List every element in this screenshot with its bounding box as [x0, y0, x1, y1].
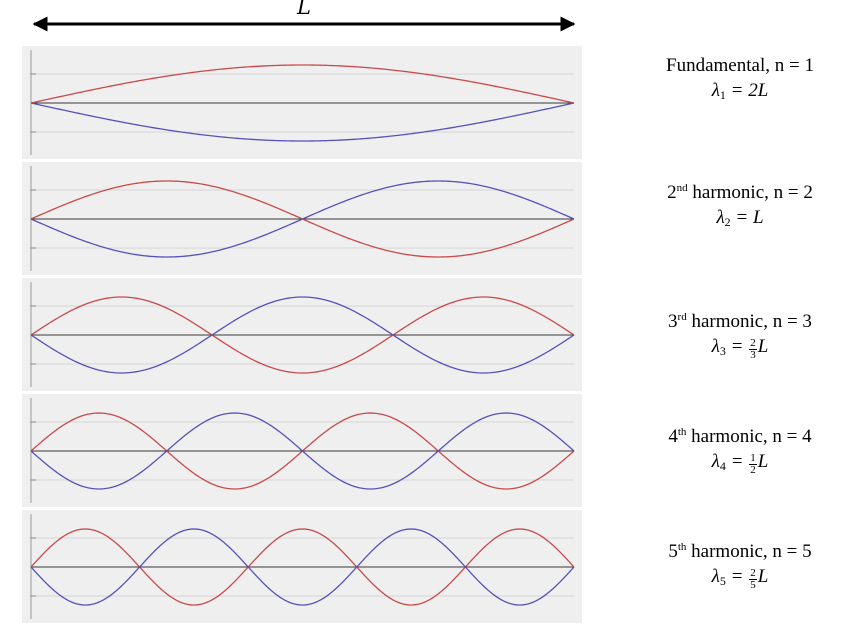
harmonic-title: 3rd harmonic, n = 3 — [620, 310, 860, 334]
ordinal-suffix: th — [677, 426, 687, 438]
ordinal-suffix: rd — [677, 311, 687, 323]
lambda-symbol: λ — [716, 207, 725, 228]
wavelength-value: = — [725, 566, 749, 587]
wave-lower-blue — [30, 180, 575, 258]
lambda-subscript: 1 — [719, 88, 726, 102]
lambda-symbol: λ — [711, 80, 720, 101]
wave-panel-5 — [22, 510, 582, 623]
ordinal-suffix: th — [677, 541, 687, 553]
length-label: L — [296, 0, 311, 19]
wave-panels — [22, 46, 582, 623]
wave-panel-2 — [22, 162, 582, 275]
fraction-tail: L — [757, 451, 769, 472]
harmonic-title-rest: , n = 1 — [765, 55, 814, 76]
wave-panel-3 — [22, 278, 582, 391]
wave-upper-red — [30, 296, 575, 374]
wavelength-value: = 2L — [725, 80, 769, 101]
harmonic-title: 5th harmonic, n = 5 — [620, 540, 860, 564]
wave-lower-blue — [30, 296, 575, 374]
wave-lower-blue — [30, 528, 575, 606]
harmonic-title: Fundamental, n = 1 — [620, 54, 860, 78]
wave-panel-4 — [22, 394, 582, 507]
fraction-tail: L — [757, 336, 769, 357]
wavelength-formula: λ1 = 2L — [620, 78, 860, 104]
harmonic-title-rest: harmonic, n = 3 — [686, 311, 812, 332]
fraction-numerator: 2 — [749, 567, 757, 580]
lambda-symbol: λ — [711, 451, 720, 472]
lambda-symbol: λ — [711, 336, 720, 357]
wave-panel-1 — [22, 46, 582, 159]
wave-lower-blue — [30, 412, 575, 490]
lambda-subscript: 2 — [724, 215, 731, 229]
fraction-denominator: 3 — [750, 349, 756, 361]
lambda-subscript: 3 — [719, 344, 726, 358]
fraction-tail: L — [757, 566, 769, 587]
lambda-subscript: 4 — [719, 459, 726, 473]
harmonic-title-prefix: 3 — [668, 311, 678, 332]
harmonic-label-2: 2nd harmonic, n = 2 λ2 = L — [620, 181, 860, 231]
wave-lower-blue — [30, 102, 575, 142]
wavelength-value: = L — [730, 207, 764, 228]
harmonic-label-1: Fundamental, n = 1 λ1 = 2L — [620, 54, 860, 104]
harmonic-title: 2nd harmonic, n = 2 — [620, 181, 860, 205]
fraction-numerator: 2 — [749, 337, 757, 350]
fraction-denominator: 2 — [750, 464, 756, 476]
wavelength-value: = — [725, 336, 749, 357]
harmonic-title-prefix: 4 — [668, 426, 678, 447]
lambda-symbol: λ — [711, 566, 720, 587]
fraction-denominator: 5 — [750, 579, 756, 591]
harmonic-title-prefix: 5 — [668, 541, 678, 562]
wavelength-value: = — [725, 451, 749, 472]
fraction-numerator: 1 — [749, 452, 757, 465]
harmonic-title-rest: harmonic, n = 5 — [686, 541, 812, 562]
lambda-subscript: 5 — [719, 574, 726, 588]
harmonic-title: 4th harmonic, n = 4 — [620, 425, 860, 449]
harmonic-title-prefix: 2 — [667, 182, 677, 203]
wave-upper-red — [30, 64, 575, 104]
wave-upper-red — [30, 528, 575, 606]
harmonic-title-rest: harmonic, n = 4 — [686, 426, 812, 447]
harmonic-title-prefix: Fundamental — [666, 55, 766, 76]
wavelength-formula: λ2 = L — [620, 205, 860, 231]
harmonic-title-rest: harmonic, n = 2 — [687, 182, 813, 203]
ordinal-suffix: nd — [676, 182, 688, 194]
